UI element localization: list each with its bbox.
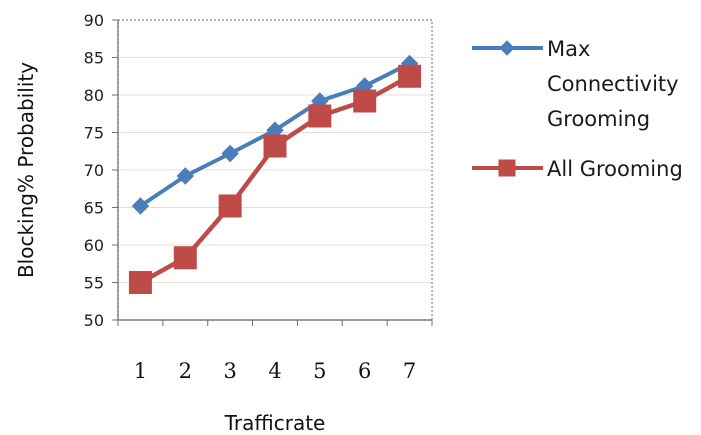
- x-tick-label: 4: [268, 359, 281, 383]
- x-tick-label: 7: [403, 359, 416, 383]
- y-tick-label: 85: [84, 49, 104, 68]
- x-axis-title: Trafficrate: [224, 411, 326, 435]
- legend-label-2: All Grooming: [547, 157, 683, 181]
- y-tick-label: 55: [84, 274, 104, 293]
- y-tick-label: 50: [84, 311, 104, 330]
- series-2-point: [128, 271, 152, 294]
- y-tick-label: 75: [84, 124, 104, 143]
- series-group: [128, 54, 422, 294]
- y-tick-label: 60: [84, 236, 104, 255]
- y-axis-title: Blocking% Probability: [14, 62, 38, 278]
- x-tick-label: 3: [223, 359, 236, 383]
- series-1-point: [176, 167, 194, 185]
- y-tick-label: 80: [84, 86, 104, 105]
- x-tick-label: 2: [179, 359, 192, 383]
- axes: [112, 19, 433, 326]
- legend-label-1: Connectivity: [547, 72, 679, 96]
- legend-label-1: Max: [547, 37, 590, 61]
- legend-marker-1: [499, 40, 515, 56]
- legend-label-1: Grooming: [547, 107, 650, 131]
- x-tick-label: 5: [313, 359, 326, 383]
- series-2-point: [353, 89, 377, 113]
- x-tick-label: 1: [134, 359, 147, 383]
- y-tick-labels: 50 55 60 65 70 75 80 85 90: [84, 11, 104, 330]
- legend: Max Connectivity Grooming All Grooming: [472, 37, 683, 181]
- series-1-point: [131, 197, 150, 215]
- y-tick-label: 90: [84, 11, 104, 30]
- y-tick-label: 65: [84, 199, 104, 218]
- x-tick-label: 6: [358, 359, 371, 383]
- x-tick-labels: 1 2 3 4 5 6 7: [134, 359, 417, 383]
- series-2-point: [218, 194, 242, 218]
- series-2-point: [308, 104, 332, 128]
- y-tick-label: 70: [84, 161, 104, 180]
- legend-marker-2: [498, 159, 516, 177]
- series-2-point: [398, 64, 422, 88]
- series-2-point: [263, 134, 287, 158]
- series-2-point: [173, 246, 197, 270]
- series-1-point: [221, 144, 239, 163]
